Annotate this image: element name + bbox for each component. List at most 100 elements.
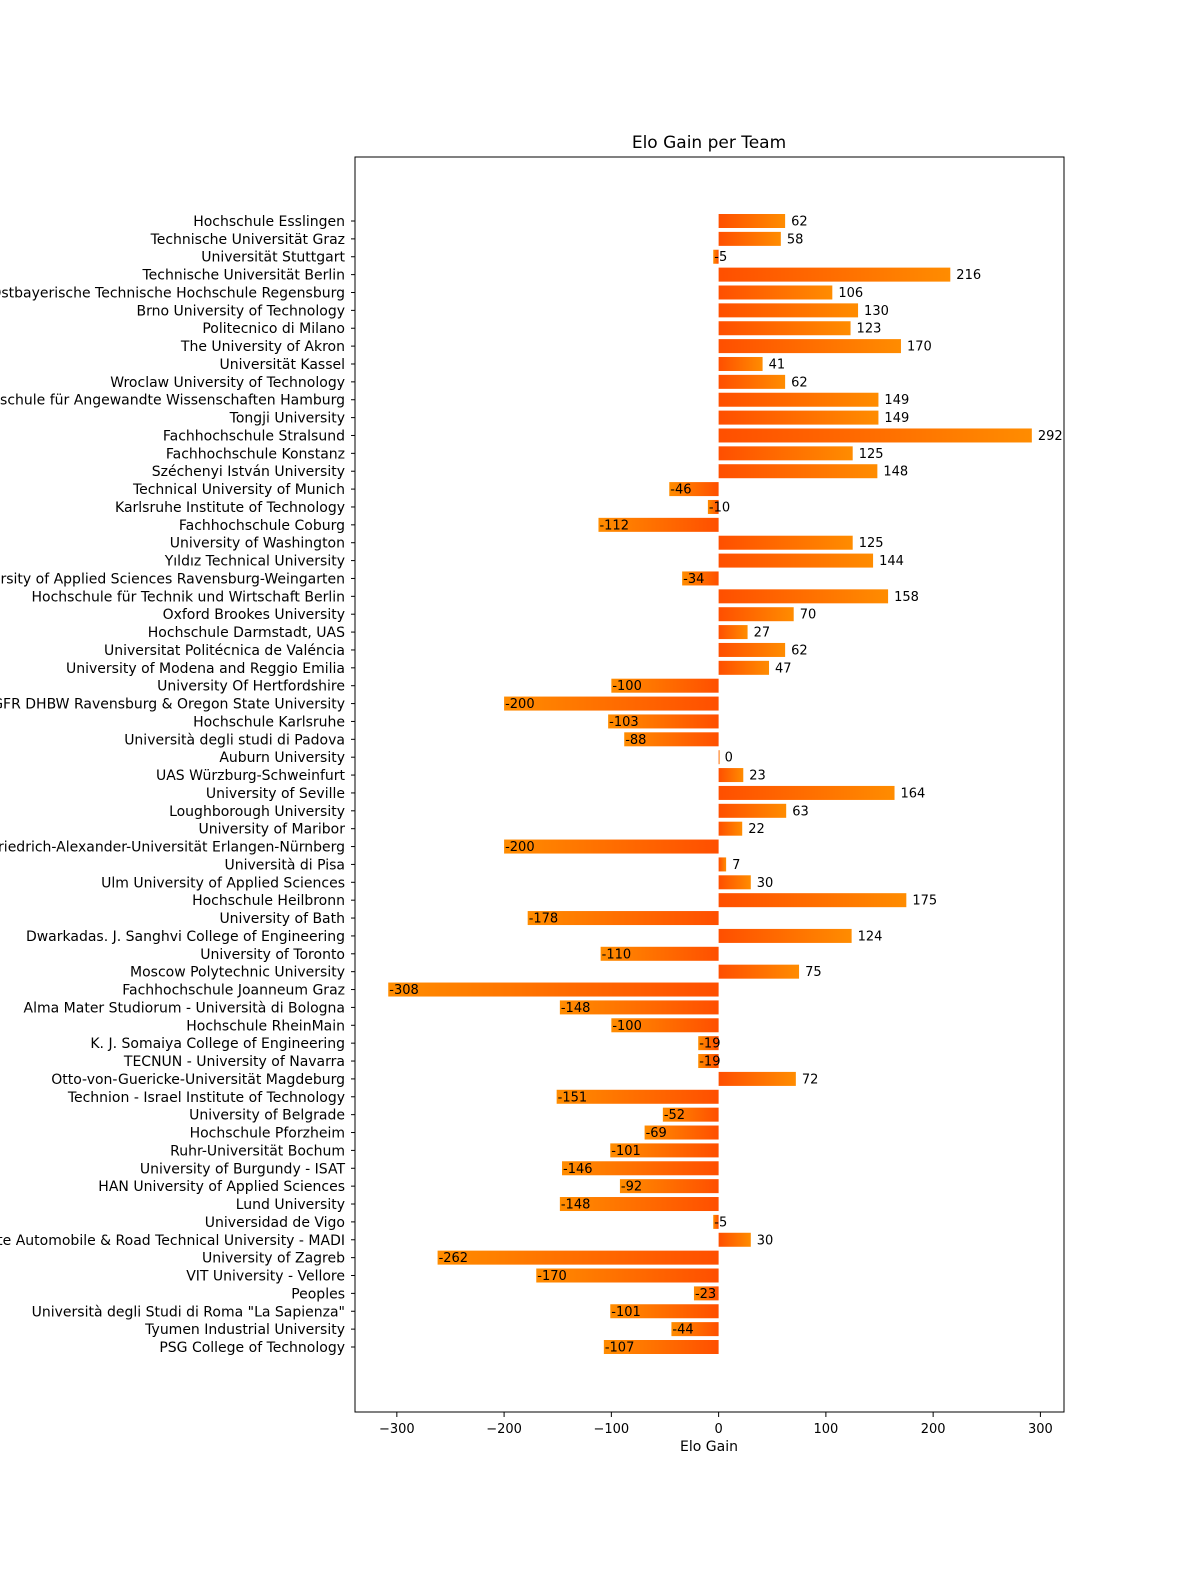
bar <box>718 607 794 622</box>
value-label: -69 <box>646 1126 667 1141</box>
bar <box>718 875 751 890</box>
value-label: 70 <box>800 608 817 623</box>
value-label: -148 <box>561 1001 591 1016</box>
value-label: 41 <box>769 357 786 372</box>
value-label: 149 <box>884 393 909 408</box>
value-label: 27 <box>754 626 771 641</box>
value-label: -110 <box>602 947 632 962</box>
bar <box>662 1107 719 1122</box>
y-tick-label: Fachhochschule Coburg <box>179 518 345 534</box>
bar <box>624 732 719 747</box>
bar <box>619 1179 719 1194</box>
y-tick-label: University of Belgrade <box>189 1108 345 1124</box>
y-tick-label: Hochschule Darmstadt, UAS <box>148 625 345 641</box>
y-tick-label: GFR DHBW Ravensburg & Oregon State Unive… <box>0 697 345 713</box>
value-label: -10 <box>709 500 730 515</box>
y-tick-label: Alma Mater Studiorum - Università di Bol… <box>24 1000 345 1016</box>
y-tick-label: Hochschule für Technik und Wirtschaft Be… <box>32 589 345 605</box>
x-tick-label: −300 <box>379 1422 415 1437</box>
y-tick-label: Auburn University <box>219 750 345 766</box>
y-tick-label: Yıldız Technical University <box>164 554 345 570</box>
value-label: 164 <box>901 786 926 801</box>
y-tick-label: Fachhochschule Stralsund <box>163 428 345 444</box>
x-tick-label: 200 <box>921 1422 946 1437</box>
value-label: 144 <box>879 554 904 569</box>
value-label: 130 <box>864 304 889 319</box>
value-label: -23 <box>695 1287 716 1302</box>
bar <box>536 1268 719 1283</box>
value-label: 47 <box>775 661 792 676</box>
value-label: -112 <box>599 518 629 533</box>
y-tick-label: University of Modena and Reggio Emilia <box>66 661 345 677</box>
value-label: -308 <box>389 983 419 998</box>
bar <box>610 1143 719 1158</box>
bar <box>718 214 786 228</box>
value-label: -107 <box>605 1340 635 1355</box>
y-tick-label: Peoples <box>291 1286 345 1302</box>
bar <box>713 249 719 264</box>
value-label: -103 <box>609 715 639 730</box>
value-label: 0 <box>725 751 733 766</box>
value-label: 292 <box>1038 429 1063 444</box>
y-tick-label: Technical University of Munich <box>132 482 345 498</box>
y-tick-label: VIT University - Vellore <box>186 1269 345 1285</box>
y-tick-label: Tongji University <box>229 411 345 427</box>
y-tick-label: UAS Würzburg-Schweinfurt <box>156 768 346 784</box>
bar <box>718 768 744 783</box>
value-label: -146 <box>563 1162 593 1177</box>
y-tick-label: TECNUN - University of Navarra <box>123 1054 345 1070</box>
value-label: 125 <box>859 536 884 551</box>
bar <box>718 303 859 318</box>
y-tick-label: University of Maribor <box>198 822 345 838</box>
value-label: 125 <box>859 447 884 462</box>
bar <box>718 267 951 282</box>
bar <box>611 678 719 693</box>
y-tick-label: Loughborough University <box>169 804 345 820</box>
bar <box>671 1322 719 1337</box>
bar <box>718 392 879 407</box>
y-tick-label: Universität Stuttgart <box>201 250 345 266</box>
value-label: -34 <box>683 572 704 587</box>
y-tick-label: Technische Universität Berlin <box>141 268 345 284</box>
y-tick-label: Otto-von-Guericke-Universität Magdeburg <box>51 1072 345 1088</box>
bar <box>698 1036 719 1051</box>
y-tick-label: Ulm University of Applied Sciences <box>101 875 345 891</box>
bar <box>682 571 719 586</box>
bar <box>611 1018 719 1033</box>
x-tick-label: 300 <box>1028 1422 1053 1437</box>
y-tick-label: Universität Kassel <box>220 357 345 373</box>
bar <box>718 642 786 657</box>
value-label: -92 <box>621 1180 642 1195</box>
x-tick-label: 0 <box>714 1422 722 1437</box>
value-label: -178 <box>529 912 559 927</box>
value-label: -19 <box>699 1055 720 1070</box>
bar <box>718 803 787 818</box>
value-label: 106 <box>838 286 863 301</box>
value-label: 63 <box>792 804 809 819</box>
y-tick-label: ate Automobile & Road Technical Universi… <box>0 1233 345 1249</box>
bar <box>718 625 748 640</box>
bar <box>698 1054 719 1069</box>
bar <box>718 553 874 568</box>
y-tick-label: Technion - Israel Institute of Technolog… <box>67 1090 345 1106</box>
bar <box>718 660 770 675</box>
y-tick-label: hschule für Angewandte Wissenschaften Ha… <box>0 393 345 409</box>
y-tick-label: University of Burgundy - ISAT <box>140 1161 346 1177</box>
bar <box>600 946 719 961</box>
bar <box>718 339 901 354</box>
bar <box>504 839 719 854</box>
plot-frame <box>354 156 1065 1413</box>
value-label: 7 <box>732 858 740 873</box>
y-tick-label: University of Washington <box>170 536 345 552</box>
bar <box>644 1125 719 1140</box>
y-tick-label: Università di Pisa <box>225 857 346 873</box>
value-label: -170 <box>537 1269 567 1284</box>
bar <box>669 482 719 497</box>
y-tick-label: Hochschule Karlsruhe <box>193 714 345 730</box>
y-tick-label: The University of Akron <box>180 339 345 355</box>
y-tick-label: Dwarkadas. J. Sanghvi College of Enginee… <box>26 929 345 945</box>
value-label: 58 <box>787 232 804 247</box>
value-label: 62 <box>791 375 808 390</box>
bar <box>718 321 851 336</box>
